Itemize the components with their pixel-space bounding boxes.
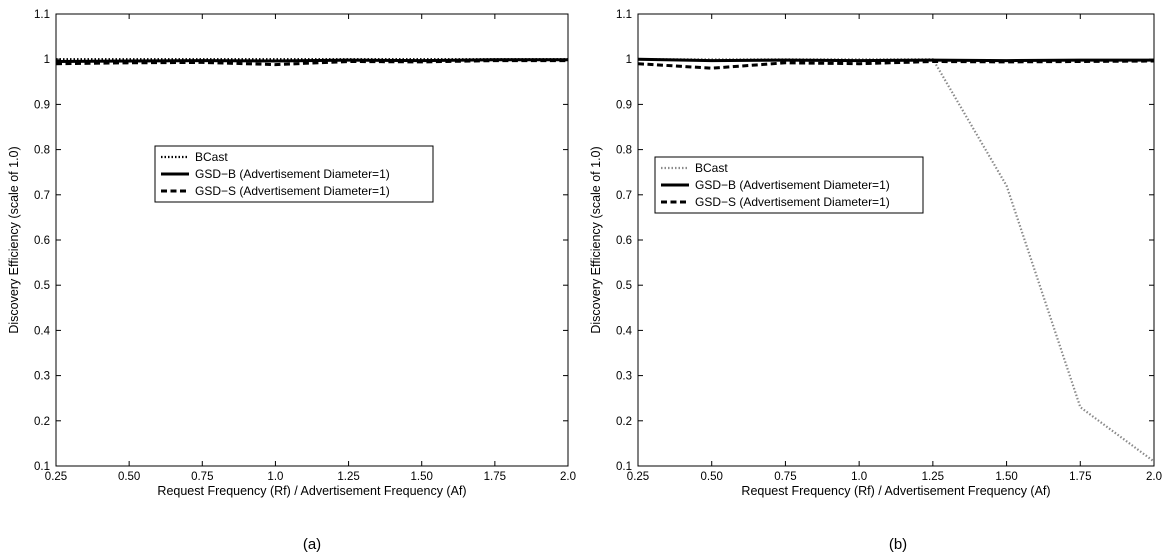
y-tick-label: 0.8 xyxy=(34,145,50,157)
x-tick-label: 1.75 xyxy=(484,471,506,483)
y-tick-label: 0.5 xyxy=(616,280,632,292)
y-tick-label: 0.2 xyxy=(616,416,632,428)
x-axis-label: Request Frequency (Rf) / Advertisement F… xyxy=(157,484,466,498)
y-axis-label: Discovery Efficiency (scale of 1.0) xyxy=(7,146,21,333)
x-tick-label: 2.0 xyxy=(1146,471,1162,483)
x-tick-label: 1.0 xyxy=(267,471,283,483)
legend-entry-label: BCast xyxy=(195,150,228,164)
x-tick-label: 0.25 xyxy=(45,471,67,483)
series-line-dotted xyxy=(638,58,1155,463)
x-tick-label: 1.75 xyxy=(1069,471,1091,483)
legend-entry-label: GSD−B (Advertisement Diameter=1) xyxy=(195,167,390,181)
legend-entry-label: GSD−B (Advertisement Diameter=1) xyxy=(695,178,890,192)
x-tick-label: 0.25 xyxy=(627,471,649,483)
y-tick-label: 0.3 xyxy=(34,371,50,383)
x-tick-label: 1.25 xyxy=(337,471,359,483)
legend: BCast GSD−B (Advertisement Diameter=1) GSD… xyxy=(154,145,434,203)
y-tick-label: 0.4 xyxy=(34,325,51,337)
legend-entry-label: GSD−S (Advertisement Diameter=1) xyxy=(195,184,390,198)
y-tick-label: 0.8 xyxy=(616,145,632,157)
y-tick-label: 0.7 xyxy=(616,190,632,202)
y-tick-label: 0.2 xyxy=(34,416,50,428)
chart-panel-a: 0.25 0.50 0.75 1.0 1.25 1.50 1.75 2.0 0.1 0.2 0.3 0… xyxy=(7,9,576,553)
y-tick-label: 0.4 xyxy=(616,325,633,337)
y-tick-label: 0.6 xyxy=(616,235,632,247)
series-line-dashed xyxy=(637,59,1155,70)
x-tick-label: 2.0 xyxy=(560,471,576,483)
x-tick-label: 0.75 xyxy=(191,471,213,483)
legend-box xyxy=(154,145,434,203)
legend-entry-label: GSD−S (Advertisement Diameter=1) xyxy=(695,195,890,209)
legend: BCast GSD−B (Advertisement Diameter=1) GSD… xyxy=(654,156,924,214)
y-tick-label: 0.9 xyxy=(34,99,50,111)
x-tick-label: 1.25 xyxy=(922,471,944,483)
plot-frame xyxy=(55,13,569,467)
y-tick-label: 0.9 xyxy=(616,99,632,111)
x-tick-label: 0.75 xyxy=(774,471,796,483)
x-tick-label: 0.50 xyxy=(701,471,723,483)
y-tick-label: 0.6 xyxy=(34,235,50,247)
legend-entry-label: BCast xyxy=(695,161,728,175)
x-tick-label: 0.50 xyxy=(118,471,140,483)
x-tick-label: 1.50 xyxy=(995,471,1017,483)
x-tick-label: 1.50 xyxy=(411,471,433,483)
legend-box xyxy=(654,156,924,214)
y-tick-label: 1.1 xyxy=(616,9,632,21)
y-tick-label: 0.5 xyxy=(34,280,50,292)
panel-caption: (a) xyxy=(303,536,321,553)
y-tick-label: 0.1 xyxy=(616,461,632,473)
y-tick-label: 0.7 xyxy=(34,190,50,202)
chart-panel-b: 0.25 0.50 0.75 1.0 1.25 1.50 1.75 2.0 0.1 0.2 0.3 0… xyxy=(589,9,1162,553)
y-tick-label: 0.3 xyxy=(616,371,632,383)
x-tick-label: 1.0 xyxy=(851,471,867,483)
y-tick-label: 1.1 xyxy=(34,9,50,21)
x-axis-label: Request Frequency (Rf) / Advertisement F… xyxy=(741,484,1050,498)
y-tick-label: 1 xyxy=(44,54,50,66)
panel-caption: (b) xyxy=(889,536,907,553)
y-axis-label: Discovery Efficiency (scale of 1.0) xyxy=(589,146,603,333)
series-line-solid xyxy=(55,58,568,63)
y-tick-label: 1 xyxy=(626,54,632,66)
y-tick-label: 0.1 xyxy=(34,461,50,473)
